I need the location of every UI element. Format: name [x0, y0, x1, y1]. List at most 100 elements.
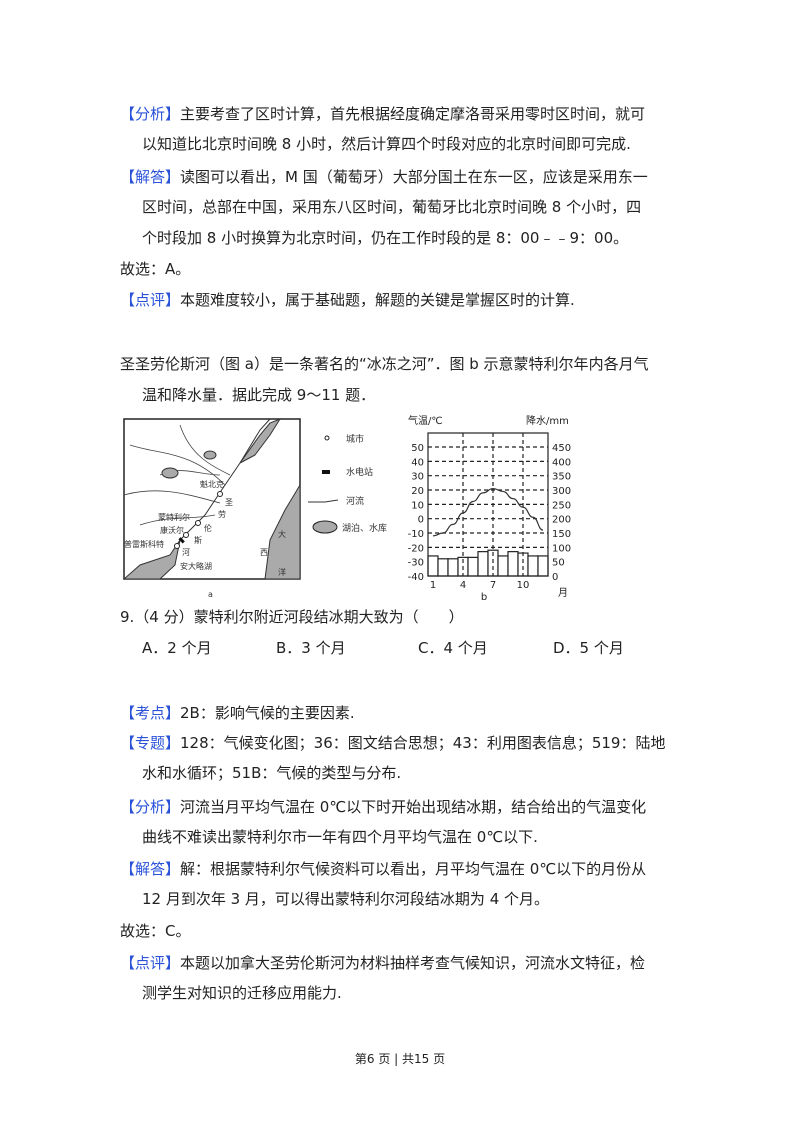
- precip-bar: [537, 555, 549, 577]
- analysis: 【分析】河流当月平均气温在 0℃以下时开始出现结冰期，结合给出的气温变化: [120, 797, 646, 817]
- estuary: [239, 417, 282, 464]
- city-icon: [324, 435, 330, 441]
- hydropower-icon: [322, 470, 330, 474]
- text: 读图可以看出，M 国（葡萄牙）大部分国土在东一区，应该是采用东一: [180, 168, 648, 186]
- intro-line2: 温和降水量．据此完成 9～11 题．: [142, 386, 376, 404]
- precip-bar: [427, 555, 439, 577]
- prev-answer-line3: 个时段加 8 小时换算为北京时间，仍在工作时段的是 8：00﹣﹣9：00。: [142, 229, 629, 247]
- lake: [203, 450, 217, 460]
- river-icon: [308, 499, 339, 503]
- text: 本题以加拿大圣劳伦斯河为材料抽样考查气候知识，河流水文特征，检: [180, 954, 646, 972]
- x-tick: 7: [490, 580, 496, 591]
- prev-analysis-line2: 以知道比北京时间晚 8 小时，然后计算四个时段对应的北京时间即可完成.: [142, 135, 631, 153]
- tag: 【解答】: [120, 168, 181, 186]
- lake-icon: [312, 520, 338, 534]
- y-left-tick: 0: [418, 515, 424, 526]
- tag: 【解答】: [120, 860, 181, 878]
- prev-analysis: 【分析】主要考查了区时计算，首先根据经度确定摩洛哥采用零时区时间，就可: [120, 104, 645, 124]
- analysis-line2: 曲线不难读出蒙特利尔市一年有四个月平均气温在 0℃以下.: [142, 828, 538, 846]
- tag: 【考点】: [120, 704, 181, 722]
- y-left-label: 气温/℃: [408, 414, 443, 427]
- text: 河流当月平均气温在 0℃以下时开始出现结冰期，结合给出的气温变化: [180, 798, 647, 816]
- option-d[interactable]: D．5 个月: [553, 639, 624, 657]
- text: 主要考查了区时计算，首先根据经度确定摩洛哥采用零时区时间，就可: [180, 105, 646, 123]
- precip-bar: [447, 558, 459, 577]
- legend-label: 河流: [346, 495, 364, 507]
- chart-caption: b: [481, 592, 487, 603]
- tag: 【专题】: [120, 734, 181, 752]
- river-label: 劳: [218, 509, 226, 519]
- y-left-tick: 50: [411, 443, 424, 454]
- y-right-tick: 350: [552, 472, 571, 483]
- precip-bar: [507, 551, 519, 577]
- temperature-line: [432, 487, 544, 537]
- map-legend: 城市 水电站 河流 湖泊、水库: [308, 433, 387, 534]
- tag: 【点评】: [120, 291, 181, 309]
- option-a[interactable]: A．2 个月: [142, 639, 212, 657]
- lake: [161, 467, 179, 479]
- hydropower-station-icon: [178, 537, 185, 544]
- x-tick: 10: [517, 580, 530, 591]
- x-unit: 月: [558, 587, 568, 599]
- prev-choice: 故选：A。: [120, 260, 191, 278]
- topic: 【专题】128：气候变化图；36：图文结合思想；43：利用图表信息；519：陆地: [120, 733, 665, 753]
- place-label: 普雷斯科特: [124, 539, 164, 549]
- y-right-tick: 300: [552, 486, 571, 497]
- city-icon: [217, 491, 223, 497]
- y-left-tick: 30: [411, 472, 424, 483]
- page-footer: 第6 页 | 共15 页: [354, 1052, 446, 1066]
- option-c[interactable]: C．4 个月: [418, 639, 488, 657]
- city-icon: [195, 520, 201, 526]
- choice: 故选：C。: [120, 922, 191, 940]
- legend-label: 城市: [346, 433, 364, 445]
- place-label: 魁北克: [200, 479, 224, 489]
- y-right-tick: 400: [552, 457, 571, 468]
- y-left-tick: 10: [411, 500, 424, 511]
- tag: 【点评】: [120, 954, 181, 972]
- y-left-tick: 40: [411, 457, 424, 468]
- option-b[interactable]: B．3 个月: [276, 639, 346, 657]
- precip-bar: [467, 556, 479, 577]
- y-right-tick: 450: [552, 443, 571, 454]
- x-tick: 1: [430, 580, 436, 591]
- text: 2B：影响气候的主要因素.: [180, 704, 355, 722]
- precip-bar: [497, 555, 509, 577]
- river-label: 伦: [204, 523, 212, 533]
- prev-answer-line2: 区时间，总部在中国，采用东八区时间，葡萄牙比北京时间晚 8 个小时，四: [142, 198, 642, 216]
- climate-chart-b: 50403020100-10-20-30-4045040035030025020…: [408, 414, 571, 603]
- text: 解：根据蒙特利尔气候资料可以看出，月平均气温在 0℃以下的月份从: [180, 860, 647, 878]
- place-label: 蒙特利尔: [158, 512, 190, 522]
- place-label: 康沃尔: [160, 525, 184, 535]
- y-left-tick: -30: [408, 558, 424, 569]
- precip-bar: [527, 555, 539, 577]
- legend-label: 湖泊、水库: [342, 522, 387, 534]
- text: 128：气候变化图；36：图文结合思想；43：利用图表信息；519：陆地: [180, 734, 666, 752]
- ocean-label: 大: [278, 529, 286, 539]
- y-left-tick: -40: [408, 572, 424, 583]
- comment: 【点评】本题以加拿大圣劳伦斯河为材料抽样考查气候知识，河流水文特征，检: [120, 953, 645, 973]
- y-right-tick: 150: [552, 529, 571, 540]
- map-caption: a: [208, 590, 213, 599]
- tag: 【分析】: [120, 105, 181, 123]
- y-left-tick: -20: [408, 543, 424, 554]
- map-figure-a: 魁北克 蒙特利尔 康沃尔 普雷斯科特 圣 劳 伦 斯 河 安大略湖 大 西 洋 …: [122, 417, 387, 599]
- city-icon: [183, 532, 189, 538]
- city-icon: [174, 543, 180, 549]
- river-label: 河: [182, 547, 190, 557]
- lake-label: 安大略湖: [180, 561, 212, 571]
- y-right-tick: 0: [552, 572, 558, 583]
- comment-line2: 测学生对知识的迁移应用能力.: [142, 984, 342, 1002]
- answer: 【解答】解：根据蒙特利尔气候资料可以看出，月平均气温在 0℃以下的月份从: [120, 859, 646, 879]
- text: 本题难度较小，属于基础题，解题的关键是掌握区时的计算.: [180, 291, 575, 309]
- y-right-tick: 100: [552, 543, 571, 554]
- ocean-label: 洋: [278, 567, 286, 577]
- ocean-land: [264, 483, 301, 580]
- tag: 【分析】: [120, 798, 181, 816]
- y-right-tick: 200: [552, 515, 571, 526]
- topic-line2: 水和水循环；51B：气候的类型与分布.: [142, 764, 402, 782]
- river-label: 斯: [194, 535, 202, 545]
- x-tick: 4: [460, 580, 466, 591]
- precip-bar: [437, 558, 449, 577]
- y-left-tick: -10: [408, 529, 424, 540]
